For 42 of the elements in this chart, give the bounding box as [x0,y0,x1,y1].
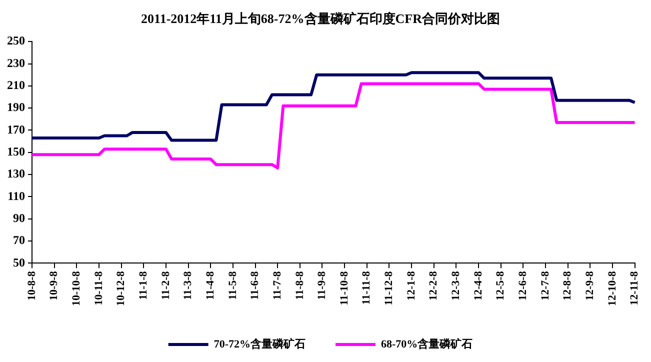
x-tick-label: 10-12-8 [115,270,128,306]
y-tick-label: 70 [13,233,25,248]
x-tick-label: 12-11-8 [628,270,641,306]
y-tick-label: 190 [7,100,25,114]
x-tick-label: 12-6-8 [517,270,530,300]
y-tick-label: 130 [7,166,25,181]
y-tick-label: 90 [13,210,25,225]
x-tick-label: 11-4-8 [204,270,216,300]
y-tick-label: 150 [7,144,25,158]
x-tick-label: 11-7-8 [271,270,284,300]
x-tick-label: 10-9-8 [48,270,60,300]
y-tick-label: 50 [13,255,25,270]
x-tick-label: 10-10-8 [70,270,82,306]
x-tick-label: 12-7-8 [539,270,552,300]
x-tick-label: 11-9-8 [316,270,328,300]
y-tick-label: 230 [7,56,25,70]
x-tick-label: 12-9-8 [584,270,596,300]
x-tick-label: 11-6-8 [249,270,262,300]
y-tick-label: 170 [7,122,25,136]
x-tick-label: 12-10-8 [606,270,618,306]
legend-label: 68-70%含量磷矿石 [381,337,473,350]
legend-label: 70-72%含量磷矿石 [214,337,306,350]
x-tick-label: 11-11-8 [360,270,373,305]
x-tick-label: 12-8-8 [562,270,574,300]
y-tick-label: 250 [7,34,25,48]
x-tick-label: 10-11-8 [92,270,105,306]
x-tick-label: 12-5-8 [494,270,507,300]
chart-title: 2011-2012年11月上旬68-72%含量磷矿石印度CFR合同价对比图 [141,11,500,26]
x-tick-label: 11-3-8 [182,270,194,300]
x-tick-label: 12-2-8 [428,270,440,300]
y-tick-label: 110 [8,188,25,203]
x-tick-label: 11-2-8 [160,270,172,300]
x-tick-label: 11-12-8 [383,270,396,306]
x-tick-label: 12-3-8 [450,270,462,300]
x-tick-label: 11-10-8 [338,270,350,306]
x-tick-label: 12-4-8 [472,270,484,300]
x-tick-label: 12-1-8 [405,270,418,300]
x-tick-label: 10-8-8 [26,270,38,300]
x-tick-label: 11-1-8 [137,270,150,300]
x-tick-label: 11-8-8 [294,270,306,300]
y-tick-label: 210 [7,78,25,92]
x-tick-label: 11-5-8 [226,270,239,300]
